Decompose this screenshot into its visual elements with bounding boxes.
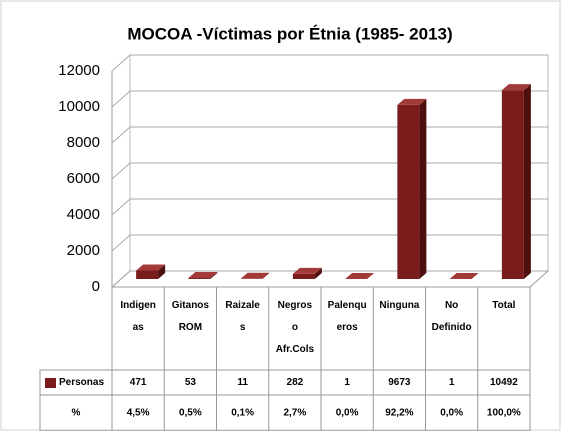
bar-side: [262, 272, 270, 279]
bar-front: [292, 273, 315, 279]
y-tick-label: 12000: [58, 62, 100, 79]
bar-top: [449, 272, 479, 279]
bar-front: [136, 270, 159, 279]
value-cell: 282: [287, 377, 304, 388]
bar: [501, 84, 531, 279]
bar-side: [210, 272, 218, 279]
bar-front: [188, 278, 211, 279]
bar-side: [314, 267, 322, 279]
value-cell: 10492: [490, 377, 518, 388]
percent-cell: 0,0%: [336, 408, 359, 419]
y-tick-label: 2000: [67, 242, 100, 259]
bar-front: [397, 104, 420, 279]
value-cell: 1: [344, 377, 350, 388]
bar-side: [367, 272, 375, 279]
bar-top: [397, 98, 427, 105]
grid-line: [111, 90, 548, 108]
x-tick-label: No Definido: [432, 300, 472, 333]
x-tick-label: Raizale s: [225, 300, 260, 333]
x-tick-label: Palenqu eros: [328, 300, 367, 333]
x-tick-label: Total: [492, 300, 515, 311]
x-tick-label: Ninguna: [379, 300, 419, 311]
x-tick-label: Gitanos ROM: [172, 300, 210, 333]
bar: [345, 272, 375, 279]
percent-cell: 0,0%: [440, 408, 463, 419]
x-tick-label: Negros o Afr.Cols: [276, 300, 315, 355]
bar: [240, 272, 270, 279]
bar-front: [501, 90, 524, 279]
y-tick-label: 6000: [67, 170, 100, 187]
floor: [110, 270, 550, 288]
value-cell: 9673: [388, 377, 411, 388]
bar-top: [345, 272, 375, 279]
bar-top: [292, 267, 322, 274]
bar: [449, 272, 479, 279]
percent-cell: 4,5%: [127, 408, 150, 419]
bar-side: [158, 264, 166, 279]
value-cell: 1: [449, 377, 455, 388]
row-label: %: [72, 408, 81, 419]
value-cell: 471: [130, 377, 147, 388]
chart-title: MOCOA -Víctimas por Étnia (1985- 2013): [127, 24, 452, 43]
bar: [188, 272, 218, 279]
legend-label: Personas: [59, 377, 104, 388]
bar-top: [188, 272, 218, 279]
percent-cell: 0,1%: [231, 408, 254, 419]
x-tick-label: Indigen as: [120, 300, 156, 333]
bar-side: [419, 98, 427, 279]
percent-cell: 2,7%: [283, 408, 306, 419]
y-tick-label: 8000: [67, 134, 100, 151]
value-cell: 11: [237, 377, 248, 388]
grid-line: [111, 54, 548, 72]
bar: [292, 267, 322, 279]
value-cell: 53: [185, 377, 197, 388]
bar-top: [501, 84, 531, 91]
bar-side: [523, 84, 531, 279]
bar: [397, 98, 427, 279]
y-tick-label: 10000: [58, 98, 100, 115]
bar-side: [471, 272, 479, 279]
percent-cell: 92,2%: [385, 408, 413, 419]
bar-top: [136, 264, 166, 271]
legend-key: [45, 378, 56, 388]
bar: [136, 264, 166, 279]
percent-cell: 0,5%: [179, 408, 202, 419]
y-tick-label: 0: [92, 278, 100, 295]
y-tick-label: 4000: [67, 206, 100, 223]
percent-cell: 100,0%: [487, 408, 521, 419]
bar-top: [240, 272, 270, 279]
